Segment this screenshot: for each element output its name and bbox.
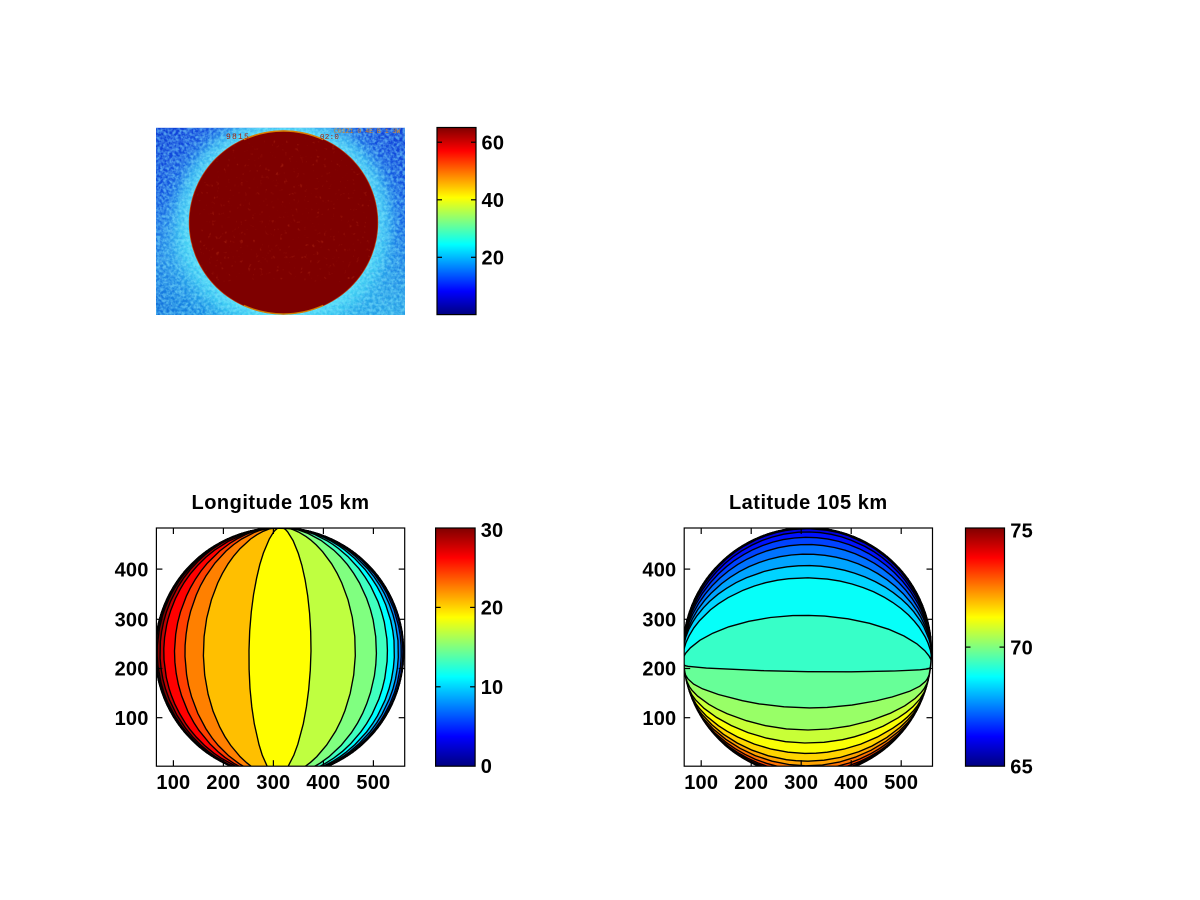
svg-text:0: 0 xyxy=(481,756,492,778)
svg-text:100: 100 xyxy=(115,708,149,730)
svg-text:C01Z1 0 4E B 1 3W: C01Z1 0 4E B 1 3W xyxy=(334,128,400,135)
svg-text:60: 60 xyxy=(482,132,505,154)
svg-text:300: 300 xyxy=(784,772,818,794)
svg-text:20: 20 xyxy=(482,248,505,270)
svg-text:Longitude 105 km: Longitude 105 km xyxy=(191,492,369,514)
svg-text:75: 75 xyxy=(1010,521,1033,543)
svg-text:200: 200 xyxy=(206,772,240,794)
svg-text:100: 100 xyxy=(156,772,190,794)
svg-text:200: 200 xyxy=(115,659,149,681)
svg-text:500: 500 xyxy=(356,772,390,794)
svg-text:400: 400 xyxy=(834,772,868,794)
svg-text:400: 400 xyxy=(115,559,149,581)
svg-text:Latitude 105 km: Latitude 105 km xyxy=(729,492,888,514)
svg-text:400: 400 xyxy=(306,772,340,794)
svg-text:300: 300 xyxy=(115,610,149,632)
svg-text:70: 70 xyxy=(1010,637,1033,659)
svg-text:02:0: 02:0 xyxy=(320,134,339,142)
svg-text:200: 200 xyxy=(734,772,768,794)
svg-text:9815: 9815 xyxy=(226,133,250,142)
svg-text:100: 100 xyxy=(684,772,718,794)
svg-text:200: 200 xyxy=(642,659,676,681)
svg-text:40: 40 xyxy=(482,190,505,212)
svg-text:65: 65 xyxy=(1010,757,1033,779)
svg-text:400: 400 xyxy=(642,559,676,581)
svg-text:100: 100 xyxy=(642,708,676,730)
svg-text:500: 500 xyxy=(884,772,918,794)
svg-text:300: 300 xyxy=(256,772,290,794)
svg-text:20: 20 xyxy=(481,598,504,620)
svg-text:10: 10 xyxy=(481,677,504,699)
svg-text:30: 30 xyxy=(481,520,504,542)
svg-text:300: 300 xyxy=(642,610,676,632)
